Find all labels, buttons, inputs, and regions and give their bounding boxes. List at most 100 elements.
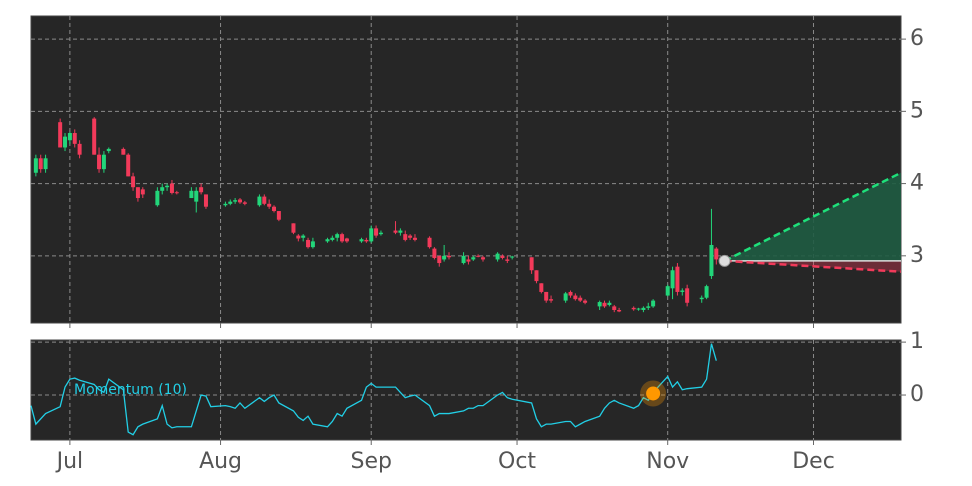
x-tick-label: Aug bbox=[199, 449, 242, 474]
momentum-line bbox=[30, 343, 717, 436]
candle-body bbox=[135, 187, 140, 199]
candle-body bbox=[685, 288, 690, 303]
candle-body bbox=[617, 309, 622, 312]
candle-body bbox=[408, 235, 413, 238]
candle-body bbox=[670, 270, 675, 289]
candle-body bbox=[344, 238, 349, 242]
candle-body bbox=[578, 297, 583, 301]
candle-body bbox=[534, 270, 539, 282]
candle-body bbox=[403, 234, 408, 240]
x-tick-label: Dec bbox=[792, 449, 835, 474]
candle-body bbox=[92, 118, 97, 155]
candle-body bbox=[330, 237, 335, 240]
candle-body bbox=[607, 302, 612, 305]
candle-body bbox=[106, 148, 111, 152]
candle-body bbox=[97, 154, 102, 170]
candle-body bbox=[500, 255, 505, 258]
candle-body bbox=[272, 206, 277, 212]
forecast-lower bbox=[724, 259, 902, 273]
candle-body bbox=[335, 234, 340, 238]
x-tick-label: Sep bbox=[350, 449, 391, 474]
candle-body bbox=[257, 196, 262, 206]
candle-body bbox=[325, 239, 330, 242]
forecast-start bbox=[718, 254, 731, 267]
candle-body bbox=[471, 257, 476, 260]
candle-body bbox=[529, 257, 534, 271]
candle-body bbox=[369, 228, 374, 242]
candle-body bbox=[233, 200, 238, 202]
candle-body bbox=[237, 199, 242, 203]
candle-body bbox=[223, 203, 228, 206]
candle-body bbox=[296, 235, 301, 239]
candle-body bbox=[432, 248, 437, 258]
candle-body bbox=[636, 308, 641, 310]
candle-body bbox=[612, 306, 617, 310]
candle-body bbox=[412, 237, 417, 240]
candle-body bbox=[597, 302, 602, 307]
annotation: Momentum (10) bbox=[74, 382, 187, 398]
candle-body bbox=[189, 190, 194, 199]
candle-body bbox=[169, 183, 174, 193]
candle-body bbox=[67, 133, 72, 141]
candle-body bbox=[549, 299, 554, 301]
candle-body bbox=[481, 257, 486, 260]
y-tick-label: 4 bbox=[910, 171, 924, 196]
candle-body bbox=[461, 255, 466, 264]
candle-body bbox=[291, 223, 296, 233]
candle-body bbox=[58, 122, 63, 148]
candle-body bbox=[378, 232, 383, 235]
candle-body bbox=[140, 189, 145, 195]
candle-body bbox=[495, 253, 500, 260]
candle-body bbox=[583, 300, 588, 303]
candle-body bbox=[563, 293, 568, 301]
candle-body bbox=[364, 239, 369, 242]
candle-body bbox=[709, 244, 714, 277]
price-panel bbox=[30, 15, 902, 324]
candle-body bbox=[276, 211, 281, 220]
candle-body bbox=[267, 203, 272, 207]
candle-body bbox=[38, 158, 43, 170]
candle-body bbox=[699, 297, 704, 300]
candle-body bbox=[33, 158, 38, 173]
candle-body bbox=[398, 230, 403, 233]
candle-body bbox=[228, 201, 233, 204]
y-tick-label: 3 bbox=[910, 243, 924, 268]
y-tick-label: 6 bbox=[910, 26, 924, 51]
candle-body bbox=[505, 259, 510, 261]
highlight-point bbox=[646, 386, 661, 401]
candle-body bbox=[155, 190, 160, 206]
candle-body bbox=[101, 154, 106, 170]
candle-body bbox=[359, 239, 364, 242]
candle-body bbox=[63, 136, 68, 148]
candle-body bbox=[539, 283, 544, 292]
candle-body bbox=[568, 291, 573, 296]
candle-body bbox=[675, 266, 680, 292]
candle-body bbox=[131, 176, 136, 188]
y-tick-label: 1 bbox=[910, 329, 924, 354]
candle-body bbox=[651, 300, 656, 307]
candle-body bbox=[393, 230, 398, 233]
candle-body bbox=[446, 255, 451, 258]
candle-body bbox=[631, 307, 636, 310]
candle-body bbox=[704, 286, 709, 298]
candle-body bbox=[43, 158, 48, 170]
candle-body bbox=[165, 185, 170, 188]
candle-body bbox=[680, 290, 685, 292]
candle-body bbox=[665, 286, 670, 296]
candle-body bbox=[573, 295, 578, 300]
momentum-panel bbox=[30, 339, 902, 441]
y-tick-label: 0 bbox=[910, 382, 924, 407]
candle-body bbox=[301, 235, 306, 238]
candle-body bbox=[544, 291, 549, 301]
x-tick-label: Nov bbox=[646, 449, 689, 474]
candle-body bbox=[466, 259, 471, 262]
candle-body bbox=[242, 202, 247, 204]
candle-body bbox=[476, 255, 481, 257]
x-tick-label: Oct bbox=[498, 449, 536, 474]
candle-body bbox=[160, 187, 165, 191]
candle-body bbox=[310, 241, 315, 248]
candle-body bbox=[199, 187, 204, 193]
candle-body bbox=[602, 302, 607, 307]
candle-body bbox=[262, 196, 267, 204]
candle-body bbox=[510, 256, 515, 258]
